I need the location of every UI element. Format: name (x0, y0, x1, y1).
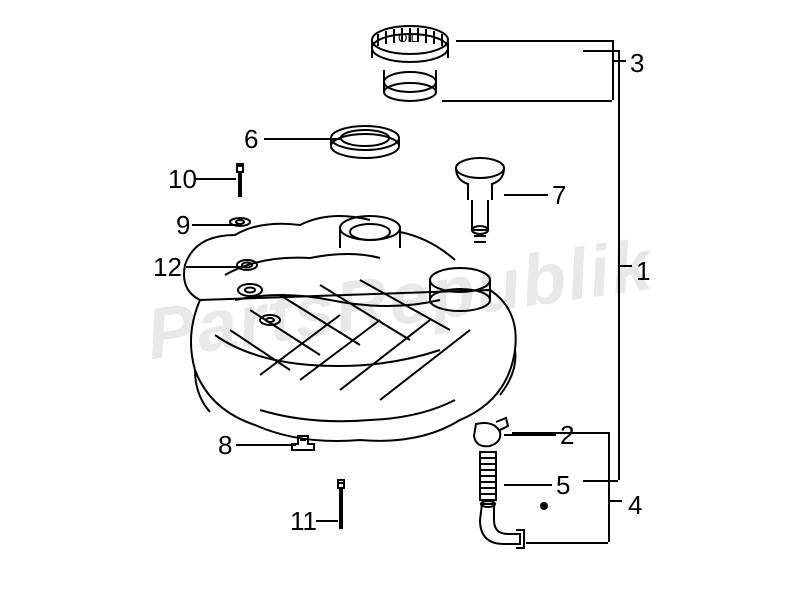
leader-6 (264, 138, 342, 140)
callout-1: 1 (636, 256, 650, 287)
bracket-3-bottom (442, 100, 612, 102)
leader-2 (504, 434, 556, 436)
exploded-view-diagram: OIL (0, 0, 800, 600)
leader-7 (504, 194, 548, 196)
callout-4: 4 (628, 490, 642, 521)
leader-8 (236, 444, 296, 446)
bracket-3-top (456, 40, 612, 42)
callout-10: 10 (168, 164, 197, 195)
callout-3: 3 (630, 48, 644, 79)
callout-9: 9 (176, 210, 190, 241)
callout-8: 8 (218, 430, 232, 461)
callout-7: 7 (552, 180, 566, 211)
callout-5: 5 (556, 470, 570, 501)
bracket-1-bottom (583, 480, 618, 482)
callout-11: 11 (290, 506, 317, 537)
bracket-3-mid (612, 60, 626, 62)
bracket-4-bottom (526, 542, 608, 544)
callout-6: 6 (244, 124, 258, 155)
svg-text:OIL: OIL (398, 31, 418, 45)
leader-12 (186, 266, 244, 268)
bracket-4 (608, 432, 610, 542)
leader-11 (316, 520, 338, 522)
leader-5 (504, 484, 552, 486)
callout-2: 2 (560, 420, 574, 451)
callout-12: 12 (153, 252, 182, 283)
bracket-3 (612, 40, 614, 100)
bracket-1-mid (618, 265, 632, 267)
leader-10 (194, 178, 236, 180)
bullet-marker (540, 502, 548, 510)
leader-9 (192, 224, 239, 226)
bracket-4-mid (608, 500, 622, 502)
